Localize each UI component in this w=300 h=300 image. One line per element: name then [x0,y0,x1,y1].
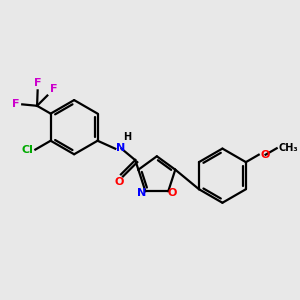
Text: F: F [12,99,20,110]
Text: H: H [123,132,131,142]
Text: Cl: Cl [22,145,34,154]
Text: F: F [34,78,41,88]
Text: F: F [50,84,58,94]
Text: N: N [116,143,125,153]
Text: O: O [114,177,123,187]
Text: O: O [167,188,177,197]
Text: CH₃: CH₃ [278,143,298,153]
Text: N: N [137,188,146,197]
Text: O: O [260,150,269,160]
